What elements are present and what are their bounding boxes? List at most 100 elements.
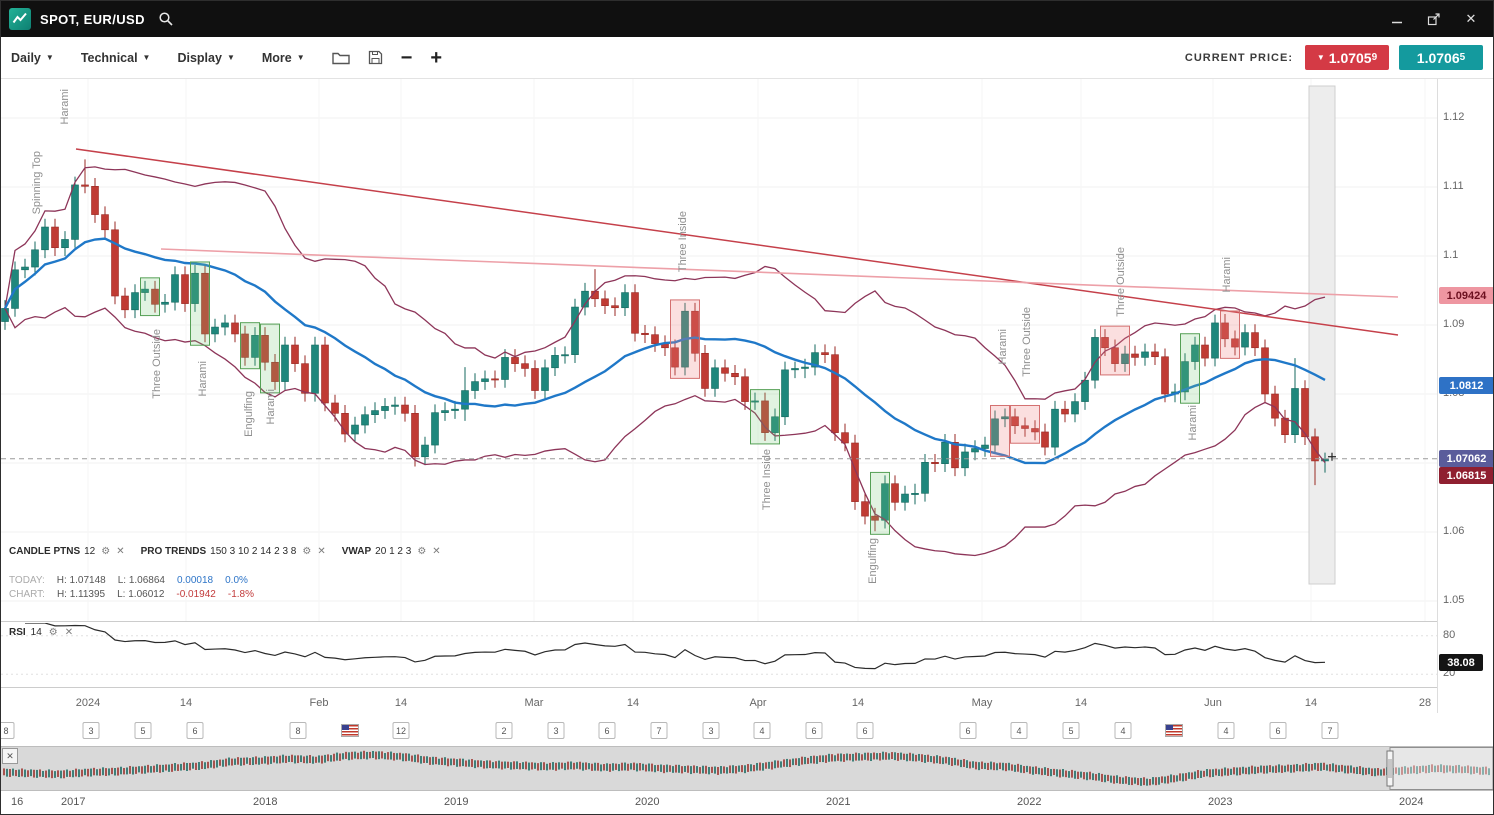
- popout-button[interactable]: [1420, 6, 1448, 32]
- zoom-out-button[interactable]: −: [400, 46, 413, 69]
- calendar-event-icon[interactable]: 4: [1217, 722, 1235, 739]
- navigator-year-axis: 16 2017 2018 2019 2020 2021 2022 2023 2024: [1, 791, 1493, 814]
- remove-indicator-icon[interactable]: ✕: [432, 546, 441, 557]
- x-axis-label: 14: [1074, 697, 1088, 709]
- calendar-event-icon[interactable]: 5: [1062, 722, 1080, 739]
- price-badge: 1.06815: [1439, 467, 1493, 485]
- rsi-value-badge: 38.08: [1439, 654, 1483, 672]
- calendar-event-icon[interactable]: 3: [547, 722, 565, 739]
- remove-indicator-icon[interactable]: ✕: [317, 546, 326, 557]
- indicator-candle-ptns: CANDLE PTNS 12 ⚙ ✕: [9, 546, 125, 557]
- menu-technical[interactable]: Technical ▼: [80, 50, 151, 65]
- x-axis-label: 2024: [75, 697, 101, 709]
- settings-gear-icon[interactable]: ⚙: [417, 546, 427, 557]
- calendar-event-icon[interactable]: 4: [1114, 722, 1132, 739]
- remove-indicator-icon[interactable]: ✕: [116, 546, 125, 557]
- year-label: 2023: [1208, 796, 1233, 808]
- pattern-box: [260, 323, 280, 394]
- price-axis[interactable]: 1.121.111.11.091.081.071.061.051.094241.…: [1437, 79, 1493, 713]
- calendar-event-icon[interactable]: 8: [1, 722, 15, 739]
- x-axis-label: 28: [1418, 697, 1432, 709]
- x-axis: 2024 14 Feb 14 Mar 14 Apr 14 May 14 Jun 14 28: [1, 687, 1437, 713]
- settings-gear-icon[interactable]: ⚙: [48, 627, 58, 638]
- price-badge: 1.07062: [1439, 450, 1493, 468]
- calendar-event-icon[interactable]: 6: [959, 722, 977, 739]
- pattern-box: [870, 471, 890, 535]
- x-axis-label: Apr: [749, 697, 767, 709]
- settings-gear-icon[interactable]: ⚙: [101, 546, 111, 557]
- pattern-box: [1180, 333, 1200, 404]
- chart-region: Harami Spinning Top Three Outside Harami Eng…: [1, 79, 1493, 713]
- indicator-vwap: VWAP 20 1 2 3 ⚙ ✕: [341, 546, 441, 557]
- range-navigator[interactable]: ✕: [1, 746, 1494, 791]
- calendar-event-icon[interactable]: 7: [650, 722, 668, 739]
- current-price-label: CURRENT PRICE:: [1184, 51, 1293, 64]
- menu-more[interactable]: More ▼: [261, 50, 305, 65]
- bid-price-badge: ▼ 1.07059: [1305, 45, 1389, 70]
- calendar-event-icon[interactable]: 6: [186, 722, 204, 739]
- chart-plot-area[interactable]: Harami Spinning Top Three Outside Harami Eng…: [1, 79, 1437, 713]
- calendar-event-icon[interactable]: 3: [82, 722, 100, 739]
- settings-gear-icon[interactable]: ⚙: [302, 546, 312, 557]
- price-axis-tick: 1.12: [1443, 111, 1465, 123]
- x-axis-label: 14: [626, 697, 640, 709]
- chevron-down-icon: ▼: [226, 53, 235, 62]
- calendar-event-icon[interactable]: 6: [1269, 722, 1287, 739]
- zoom-in-button[interactable]: +: [430, 46, 443, 69]
- pattern-box: [990, 404, 1010, 457]
- navigator-minichart[interactable]: [1, 747, 1494, 790]
- today-stats-row: TODAY: H: 1.07148 L: 1.06864 0.00018 0.0…: [9, 575, 248, 586]
- calendar-event-icon[interactable]: 3: [702, 722, 720, 739]
- price-chart[interactable]: [1, 79, 1437, 621]
- year-label: 2020: [635, 796, 660, 808]
- us-flag-event-icon[interactable]: [1165, 724, 1183, 737]
- calendar-event-icon[interactable]: 6: [805, 722, 823, 739]
- close-button[interactable]: ✕: [1465, 11, 1477, 26]
- pattern-box: [190, 261, 210, 346]
- year-label: 2022: [1017, 796, 1042, 808]
- open-folder-icon[interactable]: [331, 50, 350, 65]
- pattern-box: [240, 322, 260, 370]
- remove-indicator-icon[interactable]: ✕: [64, 627, 74, 638]
- calendar-event-icon[interactable]: 7: [1321, 722, 1339, 739]
- app-logo-icon: [9, 8, 31, 30]
- calendar-event-icon[interactable]: 6: [598, 722, 616, 739]
- price-badge: 1.0812: [1439, 377, 1493, 395]
- x-axis-label: 14: [1304, 697, 1318, 709]
- calendar-event-icon[interactable]: 8: [289, 722, 307, 739]
- pattern-box: [140, 277, 160, 317]
- calendar-event-icon[interactable]: 12: [392, 722, 410, 739]
- price-axis-tick: 1.06: [1443, 525, 1465, 537]
- minimize-button[interactable]: [1383, 6, 1411, 32]
- x-axis-label: 14: [179, 697, 193, 709]
- window-title: SPOT, EUR/USD: [40, 11, 145, 27]
- search-icon[interactable]: [158, 11, 174, 27]
- menu-daily[interactable]: Daily ▼: [11, 50, 54, 65]
- title-bar: SPOT, EUR/USD ✕: [1, 1, 1493, 37]
- calendar-event-icon[interactable]: 4: [1010, 722, 1028, 739]
- price-down-arrow-icon: ▼: [1316, 53, 1325, 62]
- calendar-event-icon[interactable]: 6: [856, 722, 874, 739]
- year-label: 2021: [826, 796, 851, 808]
- price-axis-tick: 1.05: [1443, 594, 1465, 606]
- pattern-box: [1010, 404, 1040, 444]
- x-axis-label: May: [971, 697, 993, 709]
- pattern-box: [1220, 310, 1240, 359]
- year-label: 2019: [444, 796, 469, 808]
- x-axis-label: Mar: [524, 697, 544, 709]
- calendar-event-icon[interactable]: 5: [134, 722, 152, 739]
- navigator-close-icon[interactable]: ✕: [2, 748, 18, 764]
- rsi-chart[interactable]: [1, 623, 1437, 687]
- us-flag-event-icon[interactable]: [341, 724, 359, 737]
- price-axis-tick: 1.1: [1443, 249, 1459, 261]
- calendar-event-icon[interactable]: 4: [753, 722, 771, 739]
- navigator-handle[interactable]: [1386, 750, 1394, 787]
- save-icon[interactable]: [368, 50, 383, 65]
- price-axis-tick: 1.09: [1443, 318, 1465, 330]
- chevron-down-icon: ▼: [142, 53, 151, 62]
- calendar-event-icon[interactable]: 2: [495, 722, 513, 739]
- menu-display[interactable]: Display ▼: [177, 50, 235, 65]
- x-axis-label: 14: [394, 697, 408, 709]
- pattern-box: [750, 389, 780, 445]
